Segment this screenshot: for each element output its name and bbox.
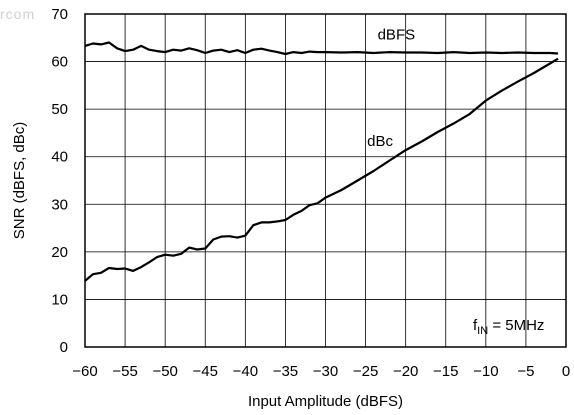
series-line-dbfs bbox=[84, 41, 559, 56]
y-tick-label: 0 bbox=[60, 339, 68, 356]
annotation-rest: = 5MHz bbox=[488, 317, 544, 334]
series-label-dbfs: dBFS bbox=[378, 27, 416, 44]
series-layer bbox=[84, 41, 559, 282]
series-line-dbc bbox=[84, 57, 559, 282]
y-axis-title: SNR (dBFS, dBc) bbox=[11, 122, 28, 240]
x-tick-label: −60 bbox=[72, 363, 97, 380]
x-tick-label: −55 bbox=[112, 363, 137, 380]
y-tick-label: 60 bbox=[51, 54, 68, 71]
y-tick-label: 40 bbox=[51, 149, 68, 166]
annotation-main: f bbox=[473, 317, 478, 334]
x-tick-label: −10 bbox=[473, 363, 498, 380]
y-axis-ticks: 0 10 20 30 40 50 60 70 bbox=[51, 6, 68, 356]
x-tick-label: −30 bbox=[313, 363, 338, 380]
y-tick-label: 50 bbox=[51, 101, 68, 118]
y-tick-label: 20 bbox=[51, 244, 68, 261]
series-labels: dBFS dBc bbox=[367, 27, 415, 150]
plot-frame bbox=[84, 13, 567, 348]
y-tick-label: 30 bbox=[51, 196, 68, 213]
series-label-dbc: dBc bbox=[367, 133, 393, 150]
annotation-subscript: IN bbox=[477, 325, 488, 337]
x-tick-label: −35 bbox=[273, 363, 298, 380]
x-axis-ticks: −60 −55 −50 −45 −40 −35 −30 −25 −20 −15 −10 −5 0 bbox=[72, 363, 570, 380]
x-tick-label: −45 bbox=[193, 363, 218, 380]
x-tick-label: −40 bbox=[233, 363, 258, 380]
x-tick-label: 0 bbox=[562, 363, 570, 380]
x-tick-label: −20 bbox=[393, 363, 418, 380]
x-tick-label: −5 bbox=[517, 363, 534, 380]
frequency-annotation: fIN = 5MHz bbox=[473, 317, 544, 337]
x-tick-label: −50 bbox=[152, 363, 177, 380]
y-tick-label: 10 bbox=[51, 291, 68, 308]
x-tick-label: −25 bbox=[353, 363, 378, 380]
x-tick-label: −15 bbox=[433, 363, 458, 380]
watermark-text: rcom bbox=[0, 6, 36, 22]
x-axis-title: Input Amplitude (dBFS) bbox=[248, 393, 403, 410]
grid-lines bbox=[85, 14, 566, 347]
y-tick-label: 70 bbox=[51, 6, 68, 23]
